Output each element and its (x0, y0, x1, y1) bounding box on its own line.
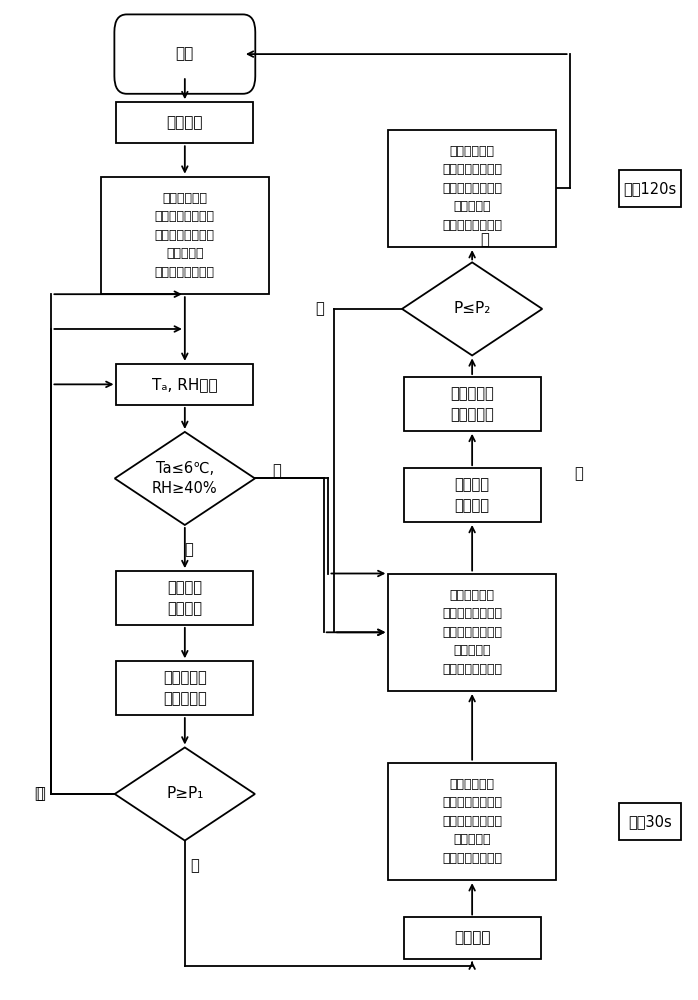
FancyBboxPatch shape (117, 661, 253, 715)
Text: P≤P₂: P≤P₂ (454, 301, 491, 316)
FancyBboxPatch shape (403, 917, 540, 959)
Text: 图像采集
图像传输: 图像采集 图像传输 (168, 580, 202, 616)
Text: 图像采集
图像传输: 图像采集 图像传输 (454, 477, 489, 513)
Text: 否: 否 (272, 463, 281, 478)
Text: 否: 否 (36, 786, 45, 802)
Text: 压缩机（开）
热气旁通阀（关）
四通换向阀（关）
风机（关）
电子膨胀阀（开）: 压缩机（开） 热气旁通阀（关） 四通换向阀（关） 风机（关） 电子膨胀阀（开） (442, 589, 502, 676)
Text: 开始: 开始 (176, 47, 194, 62)
FancyBboxPatch shape (403, 377, 540, 431)
Text: Tₐ, RH采集: Tₐ, RH采集 (152, 377, 218, 392)
FancyBboxPatch shape (619, 803, 681, 840)
FancyBboxPatch shape (388, 763, 556, 880)
Text: 除霜模式: 除霜模式 (454, 931, 491, 946)
Polygon shape (114, 747, 255, 841)
Text: 图像处理、
多阈值分割: 图像处理、 多阈值分割 (163, 670, 207, 706)
Text: 压缩机（开）
热气旁通阀（关）
四通换向阀（开）
风机（开）
电子膨胀阀（开）: 压缩机（开） 热气旁通阀（关） 四通换向阀（开） 风机（开） 电子膨胀阀（开） (155, 192, 215, 279)
FancyBboxPatch shape (101, 177, 269, 294)
FancyBboxPatch shape (117, 571, 253, 625)
Text: Ta≤6℃,
RH≥40%: Ta≤6℃, RH≥40% (152, 461, 218, 496)
Text: 压缩机（关）
热气旁通阀（开）
四通换气阀（开）
风机（关）
电子膨胀阀（开）: 压缩机（关） 热气旁通阀（开） 四通换气阀（开） 风机（关） 电子膨胀阀（开） (442, 145, 502, 232)
Text: 持续30s: 持续30s (628, 814, 672, 829)
FancyBboxPatch shape (403, 468, 540, 522)
FancyBboxPatch shape (619, 170, 681, 207)
Text: 是: 是 (184, 543, 193, 558)
Text: 压缩机（关）
热气旁通阀（开）
四通换气阀（关）
风机（关）
电子膨胀阀（开）: 压缩机（关） 热气旁通阀（开） 四通换气阀（关） 风机（关） 电子膨胀阀（开） (442, 778, 502, 865)
Text: 是: 是 (480, 233, 489, 248)
Text: 图像处理、
多阈值分割: 图像处理、 多阈值分割 (450, 386, 494, 422)
Text: 是: 是 (191, 858, 200, 873)
FancyBboxPatch shape (388, 574, 556, 691)
Text: 否: 否 (315, 301, 324, 316)
Text: 否: 否 (574, 466, 584, 481)
Text: P≥P₁: P≥P₁ (166, 786, 204, 802)
FancyBboxPatch shape (117, 102, 253, 143)
FancyBboxPatch shape (117, 364, 253, 405)
Polygon shape (114, 432, 255, 525)
Text: 制热模式: 制热模式 (167, 115, 203, 130)
FancyBboxPatch shape (388, 130, 556, 247)
Text: 持续120s: 持续120s (623, 181, 676, 196)
Polygon shape (402, 262, 542, 355)
FancyBboxPatch shape (114, 14, 255, 94)
Text: 否: 否 (34, 786, 43, 802)
